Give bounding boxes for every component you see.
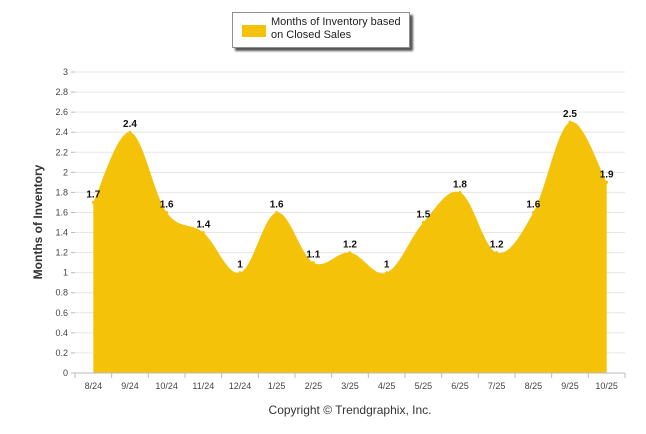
x-tick-label: 1/25 (268, 381, 286, 391)
data-label: 1.8 (453, 179, 467, 190)
y-tick-label: 1.2 (55, 248, 68, 258)
y-tick-label: 1.4 (55, 228, 68, 238)
x-tick-label: 10/25 (595, 381, 618, 391)
x-tick-label: 8/25 (525, 381, 543, 391)
data-point (495, 251, 499, 255)
y-tick-label: 0 (63, 368, 68, 378)
y-tick-label: 1.6 (55, 207, 68, 217)
x-tick-label: 3/25 (341, 381, 359, 391)
y-tick-label: 0.4 (55, 328, 68, 338)
y-tick-label: 2.2 (55, 147, 68, 157)
y-tick-label: 2.4 (55, 127, 68, 137)
copyright-text: Copyright © Trendgraphix, Inc. (268, 403, 432, 417)
data-label: 1.5 (416, 210, 430, 221)
y-tick-label: 1 (63, 268, 68, 278)
y-tick-label: 2 (63, 167, 68, 177)
data-label: 1.1 (306, 250, 320, 261)
data-point (311, 261, 315, 265)
data-point (238, 271, 242, 275)
legend-label: Months of Inventory based on Closed Sale… (271, 16, 401, 41)
data-label: 1.6 (526, 199, 540, 210)
data-point (531, 210, 535, 214)
y-tick-label: 2.8 (55, 87, 68, 97)
axes: 0 0.2 0.4 0.6 0.8 1 1.2 1.4 1.6 1.8 2 2.2 2.4 2.6 2.8 3… (55, 67, 626, 391)
x-tick-label: 4/25 (378, 381, 396, 391)
data-label: 1.2 (343, 240, 357, 251)
data-point (385, 271, 389, 275)
data-point (275, 210, 279, 214)
data-label: 1.7 (86, 189, 100, 200)
y-tick-label: 2.6 (55, 107, 68, 117)
data-point (165, 210, 169, 214)
data-label: 1.6 (270, 199, 284, 210)
data-label: 1.4 (196, 220, 210, 231)
data-labels: 1.7 2.4 1.6 1.4 1 1.6 1.1 1.2 1 1.5 1.8 1.2 1.6 2.5 1.… (86, 109, 614, 271)
x-tick-label: 12/24 (229, 381, 252, 391)
x-tick-label: 2/25 (305, 381, 323, 391)
y-tick-label: 3 (63, 67, 68, 77)
series-area (93, 121, 607, 374)
x-tick-label: 7/25 (488, 381, 506, 391)
legend: Months of Inventory based on Closed Sale… (232, 12, 410, 48)
data-label: 1.2 (490, 240, 504, 251)
legend-swatch (242, 25, 266, 37)
data-label: 1 (237, 260, 243, 271)
data-point (128, 130, 132, 134)
x-tick-label: 11/24 (192, 381, 214, 391)
y-tick-label: 0.6 (55, 308, 68, 318)
data-label: 1 (384, 260, 390, 271)
x-tick-label: 9/24 (121, 381, 139, 391)
y-tick-label: 0.8 (55, 288, 68, 298)
data-label: 2.4 (123, 119, 137, 130)
data-label: 1.9 (600, 169, 614, 180)
area-series (91, 120, 609, 374)
data-point (605, 180, 609, 184)
y-tick-label: 1.8 (55, 187, 68, 197)
data-label: 1.6 (160, 199, 174, 210)
data-point (421, 221, 425, 224)
x-tick-label: 10/24 (155, 381, 178, 391)
x-tick-label: 8/24 (85, 381, 103, 391)
data-point (568, 120, 572, 124)
data-label: 2.5 (563, 109, 577, 120)
data-point (348, 251, 352, 255)
data-point (91, 200, 95, 204)
x-tick-label: 5/25 (415, 381, 433, 391)
data-point (458, 190, 462, 194)
data-point (201, 231, 205, 235)
y-axis-title: Months of Inventory (31, 164, 45, 280)
x-tick-label: 9/25 (561, 381, 579, 391)
y-tick-label: 0.2 (55, 348, 68, 358)
x-tick-label: 6/25 (451, 381, 469, 391)
